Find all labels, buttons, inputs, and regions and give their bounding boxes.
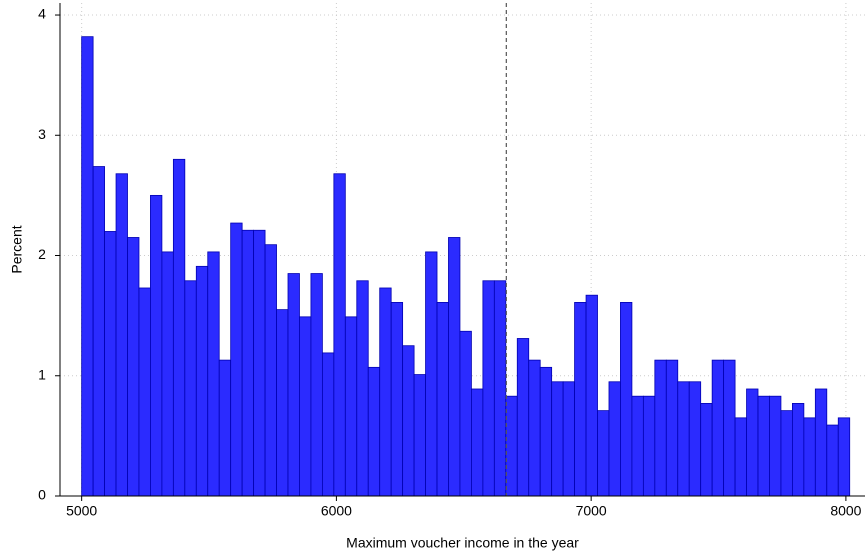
bar [402, 345, 415, 497]
bar [505, 395, 518, 497]
bar [597, 410, 610, 497]
bar [562, 381, 575, 497]
bar [551, 381, 564, 497]
bar [195, 265, 209, 497]
bar [746, 388, 759, 497]
bar [104, 231, 117, 497]
bar [218, 359, 232, 497]
bar [757, 395, 770, 497]
bar [734, 417, 747, 497]
bar [264, 244, 277, 497]
bar [207, 251, 220, 497]
bar [81, 36, 94, 497]
bar [436, 302, 449, 497]
bar [299, 316, 312, 497]
bar [138, 287, 151, 497]
bar [425, 251, 438, 497]
bar [493, 280, 507, 497]
bar [356, 280, 369, 497]
x-tick-label: 5000 [66, 503, 97, 519]
bar [528, 359, 541, 497]
bar [448, 237, 461, 497]
y-tick-label: 1 [38, 366, 46, 382]
bar [665, 359, 679, 497]
bar [711, 359, 725, 497]
y-tick-label: 4 [38, 6, 46, 22]
bar [321, 352, 335, 497]
bar [471, 388, 484, 497]
bar [688, 381, 702, 497]
y-axis-title: Percent [9, 225, 25, 273]
bar [241, 229, 255, 497]
bar [230, 222, 243, 497]
bar [574, 302, 587, 497]
bar [620, 302, 633, 497]
bar [253, 229, 266, 497]
bar [539, 366, 553, 497]
bar [310, 273, 323, 497]
bar [276, 309, 289, 497]
bar [459, 330, 472, 497]
x-tick-label: 8000 [830, 503, 861, 519]
bar [413, 374, 426, 497]
bar [172, 158, 186, 497]
bar [516, 338, 530, 497]
bar [814, 388, 828, 497]
bar [184, 280, 197, 497]
bar [642, 395, 656, 497]
bar [826, 424, 839, 497]
bar [150, 194, 163, 497]
bar [287, 273, 300, 497]
x-tick-label: 6000 [321, 503, 352, 519]
bar [379, 287, 392, 497]
bar [769, 395, 782, 497]
bar [127, 237, 140, 497]
bar [837, 417, 851, 497]
bar [654, 359, 667, 497]
y-tick-label: 3 [38, 126, 46, 142]
y-tick-label: 0 [38, 487, 46, 503]
bar [482, 280, 495, 497]
x-tick-label: 7000 [576, 503, 607, 519]
bar [723, 359, 736, 497]
bar [608, 381, 621, 497]
y-tick-label: 2 [38, 246, 46, 262]
bar [780, 410, 793, 497]
bar [115, 173, 128, 497]
bar [585, 294, 598, 497]
x-axis-title: Maximum voucher income in the year [346, 535, 579, 551]
bar [631, 395, 644, 497]
bar [333, 173, 346, 497]
bar [92, 166, 105, 497]
bar [390, 302, 404, 497]
bar [677, 381, 690, 497]
bar [700, 403, 713, 497]
bar [161, 251, 174, 497]
bar [367, 366, 381, 497]
bar [791, 403, 805, 497]
bar [803, 417, 816, 497]
bar [344, 316, 358, 497]
